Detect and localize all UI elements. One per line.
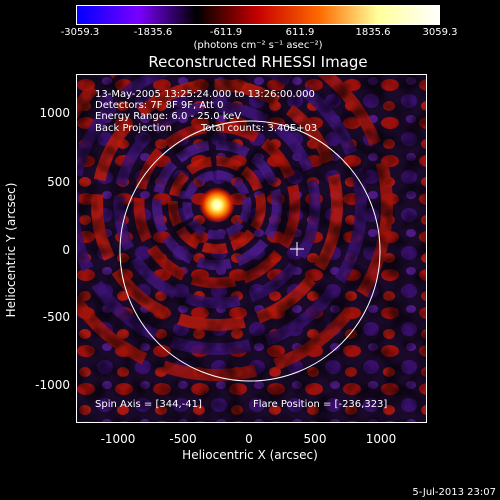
x-tick-label: -1000 (100, 432, 136, 446)
x-tick-label: 1000 (365, 432, 397, 446)
colorbar-tick: 611.9 (285, 27, 315, 38)
colorbar-tick: -3059.3 (60, 27, 100, 38)
y-tick-label: 500 (47, 175, 70, 189)
flare-position: Flare Position = [-236,323] (253, 399, 388, 410)
y-tick-label: -1000 (35, 378, 70, 392)
colorbar (76, 5, 440, 25)
solar-image-plot: 13-May-2005 13:25:24.000 to 13:26:00.000… (76, 74, 427, 423)
flare-source (199, 187, 235, 223)
sun-center-cross-icon (290, 242, 304, 256)
y-tick-label: -500 (42, 310, 70, 324)
y-axis-label: Heliocentric Y (arcsec) (4, 182, 18, 318)
colorbar-tick: -1835.6 (133, 27, 173, 38)
x-tick-label: 0 (245, 432, 253, 446)
total-counts: Total counts: 3.40E+03 (201, 123, 318, 134)
image-title: Reconstructed RHESSI Image (148, 53, 368, 71)
x-tick-label: -500 (169, 432, 197, 446)
spin-axis: Spin Axis = [344,-41] (95, 399, 202, 410)
solar-limb (119, 120, 381, 382)
colorbar-tick: 1835.6 (355, 27, 391, 38)
method: Back Projection (95, 123, 172, 134)
energy-range: Energy Range: 6.0 - 25.0 keV (95, 111, 242, 122)
colorbar-tick: 3059.3 (422, 27, 458, 38)
detectors: Detectors: 7F 8F 9F, Att 0 (95, 100, 224, 111)
colorbar-units: (photons cm⁻² s⁻¹ asec⁻²) (193, 40, 323, 51)
x-axis-label: Heliocentric X (arcsec) (182, 448, 318, 462)
x-tick-label: 500 (303, 432, 327, 446)
y-tick-label: 0 (62, 243, 70, 257)
colorbar-tick: -611.9 (209, 27, 243, 38)
reconstructed-image (77, 75, 426, 422)
time-range: 13-May-2005 13:25:24.000 to 13:26:00.000 (95, 89, 315, 100)
y-tick-label: 1000 (39, 106, 70, 120)
date-stamp: 5-Jul-2013 23:07 (412, 487, 496, 498)
